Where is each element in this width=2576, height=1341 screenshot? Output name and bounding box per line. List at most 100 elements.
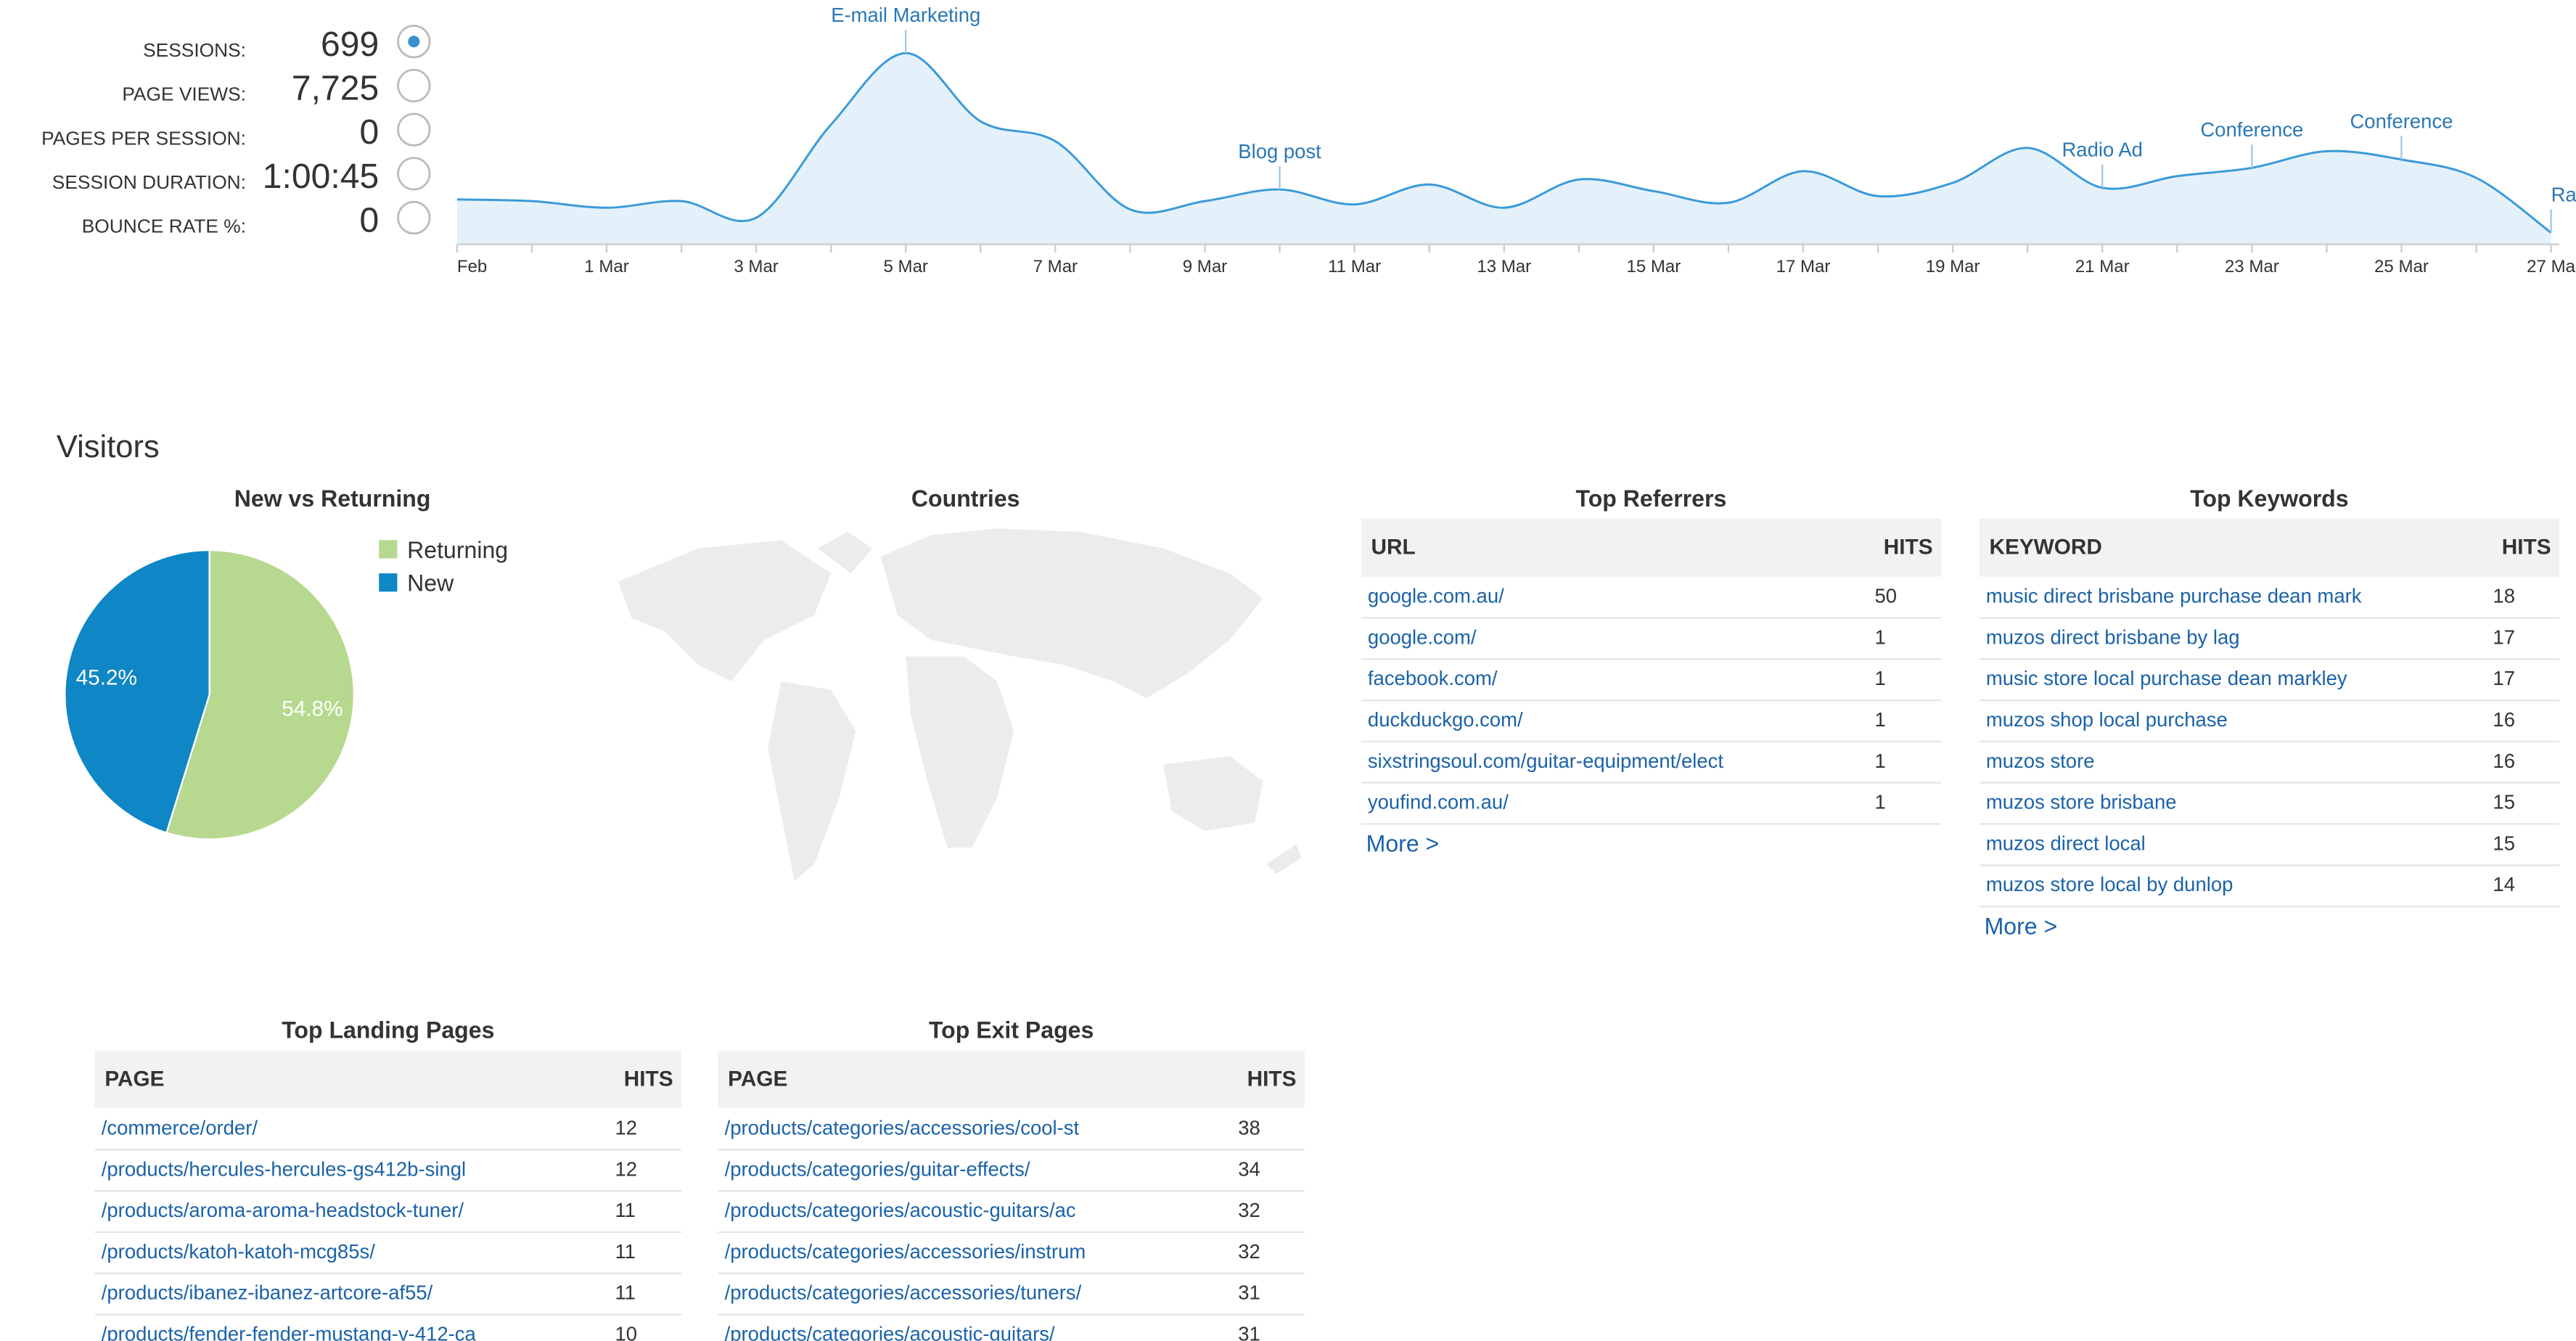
row-link[interactable]: /products/aroma-aroma-headstock-tuner/ <box>102 1199 464 1221</box>
row-link[interactable]: muzos shop local purchase <box>1986 708 2228 731</box>
section-title: Visitors <box>57 430 160 464</box>
row-hits: 1 <box>1874 708 1885 731</box>
legend-label: New <box>407 570 454 596</box>
stat-value: 7,725 <box>292 69 379 108</box>
row-hits: 14 <box>2493 873 2515 895</box>
row-link[interactable]: /products/ibanez-ibanez-artcore-af55/ <box>102 1281 433 1304</box>
x-tick-label: Feb <box>457 257 487 276</box>
row-hits: 18 <box>2493 585 2515 607</box>
x-tick-label: 25 Mar <box>2374 257 2429 276</box>
row-link[interactable]: music store local purchase dean markley <box>1986 667 2347 689</box>
row-link[interactable]: sixstringsoul.com/guitar-equipment/elect <box>1368 750 1723 772</box>
row-hits: 32 <box>1238 1199 1260 1221</box>
stat-value: 0 <box>359 112 379 152</box>
row-hits: 34 <box>1238 1157 1260 1180</box>
radio-button[interactable] <box>397 68 431 103</box>
row-link[interactable]: google.com.au/ <box>1368 585 1504 607</box>
row-link[interactable]: /products/categories/acoustic-guitars/ <box>725 1322 1055 1341</box>
pie-slice <box>165 549 356 840</box>
radio-button[interactable] <box>397 112 431 147</box>
row-link[interactable]: facebook.com/ <box>1368 667 1498 689</box>
row-hits: 12 <box>615 1157 637 1180</box>
more-link[interactable]: More > <box>1985 913 2058 939</box>
x-tick-label: 1 Mar <box>584 257 628 276</box>
legend-swatch <box>379 540 398 559</box>
row-link[interactable]: /products/categories/accessories/instrum <box>725 1240 1086 1263</box>
table-header <box>94 1050 682 1109</box>
x-tick-label: 13 Mar <box>1477 257 1531 276</box>
more-link[interactable]: More > <box>1366 831 1440 857</box>
row-link[interactable]: youfind.com.au/ <box>1368 791 1509 813</box>
column-header: HITS <box>1247 1067 1297 1091</box>
column-header: HITS <box>624 1067 673 1091</box>
table-header <box>1979 518 2560 577</box>
row-hits: 12 <box>615 1116 637 1139</box>
stat-label: SESSIONS: <box>143 39 246 61</box>
x-tick-label: 3 Mar <box>734 257 778 276</box>
pie-label: 45.2% <box>76 666 137 690</box>
row-link[interactable]: muzos store local by dunlop <box>1986 873 2234 895</box>
table-title: Top Keywords <box>2190 485 2348 512</box>
x-tick-label: 23 Mar <box>2225 257 2279 276</box>
row-link[interactable]: duckduckgo.com/ <box>1368 708 1523 731</box>
map-title: Countries <box>911 485 1020 512</box>
row-link[interactable]: /products/categories/acoustic-guitars/ac <box>725 1199 1076 1221</box>
column-header: PAGE <box>104 1067 164 1091</box>
radio-button[interactable] <box>397 157 431 191</box>
row-link[interactable]: /products/categories/guitar-effects/ <box>725 1157 1030 1180</box>
row-link[interactable]: /products/fender-fender-mustang-v-412-ca <box>102 1322 477 1341</box>
x-tick-label: 7 Mar <box>1033 257 1078 276</box>
row-link[interactable]: /products/categories/accessories/cool-st <box>725 1116 1080 1139</box>
stat-label: PAGE VIEWS: <box>122 83 246 105</box>
annotation: Conference <box>2200 118 2303 141</box>
column-header: HITS <box>1884 536 1933 559</box>
row-hits: 17 <box>2493 667 2515 689</box>
row-hits: 1 <box>1874 626 1885 648</box>
table-header <box>718 1050 1305 1109</box>
annotation: Radio A <box>2551 184 2576 206</box>
x-tick-label: 19 Mar <box>1926 257 1980 276</box>
table-header <box>1361 518 1942 577</box>
stat-value: 699 <box>321 25 379 64</box>
row-hits: 16 <box>2493 708 2515 731</box>
row-link[interactable]: /commerce/order/ <box>102 1116 258 1139</box>
row-hits: 38 <box>1238 1116 1260 1139</box>
annotation: Radio Ad <box>2062 139 2142 161</box>
row-hits: 15 <box>2493 832 2515 854</box>
row-link[interactable]: /products/hercules-hercules-gs412b-singl <box>102 1157 466 1180</box>
stat-label: SESSION DURATION: <box>52 171 246 193</box>
annotation: Conference <box>2350 110 2453 133</box>
column-header: KEYWORD <box>1989 536 2101 559</box>
stat-value: 0 <box>359 201 379 240</box>
row-link[interactable]: google.com/ <box>1368 626 1477 648</box>
row-link[interactable]: /products/categories/accessories/tuners/ <box>725 1281 1082 1304</box>
stat-label: PAGES PER SESSION: <box>41 127 246 149</box>
row-hits: 50 <box>1874 585 1897 607</box>
table-title: Top Exit Pages <box>929 1017 1094 1043</box>
x-tick-label: 21 Mar <box>2075 257 2130 276</box>
legend-swatch <box>379 573 398 592</box>
row-link[interactable]: muzos store <box>1986 750 2095 772</box>
radio-dot <box>408 36 420 48</box>
pie-label: 54.8% <box>282 697 342 721</box>
row-hits: 1 <box>1874 791 1885 813</box>
annotation: Blog post <box>1238 140 1321 163</box>
row-hits: 1 <box>1874 667 1885 689</box>
row-hits: 17 <box>2493 626 2515 648</box>
x-tick-label: 27 Ma <box>2527 257 2575 276</box>
table-title: Top Referrers <box>1576 485 1727 512</box>
row-hits: 11 <box>615 1199 636 1221</box>
column-header: URL <box>1371 536 1416 559</box>
row-link[interactable]: muzos store brisbane <box>1986 791 2177 813</box>
area-fill <box>456 53 2551 245</box>
row-link[interactable]: /products/katoh-katoh-mcg85s/ <box>102 1240 375 1263</box>
table-title: Top Landing Pages <box>282 1017 494 1043</box>
row-hits: 31 <box>1238 1322 1260 1341</box>
row-link[interactable]: muzos direct local <box>1986 832 2146 854</box>
row-link[interactable]: music direct brisbane purchase dean mark <box>1986 585 2362 607</box>
row-hits: 10 <box>615 1322 637 1341</box>
radio-button[interactable] <box>397 200 431 235</box>
row-link[interactable]: muzos direct brisbane by lag <box>1986 626 2240 648</box>
